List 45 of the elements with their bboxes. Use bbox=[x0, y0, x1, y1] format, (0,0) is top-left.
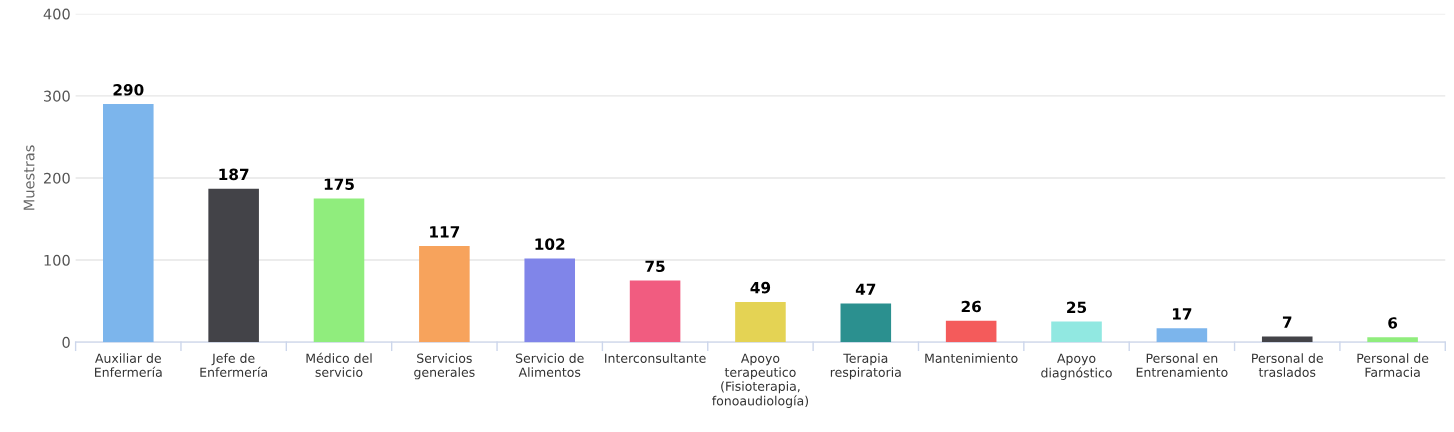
x-tick-label: Terapia respiratoria bbox=[830, 353, 901, 380]
bar bbox=[419, 246, 470, 343]
data-label: 290 bbox=[113, 84, 144, 96]
x-tick-label: Apoyo terapeutico (Fisioterapia, fonoaudiología) bbox=[712, 353, 809, 408]
y-axis-title: Muestras bbox=[23, 145, 35, 210]
y-tick-label: 300 bbox=[44, 90, 70, 102]
bar bbox=[735, 301, 786, 343]
y-tick-label: 100 bbox=[44, 254, 70, 266]
x-tick-label: Mantenimiento bbox=[925, 353, 1018, 363]
y-tick-label: 400 bbox=[43, 8, 70, 20]
y-tick-label: 200 bbox=[43, 172, 70, 184]
y-tick-label: 0 bbox=[62, 336, 70, 348]
bar bbox=[1156, 328, 1208, 343]
data-label: 26 bbox=[961, 300, 981, 313]
bar bbox=[208, 188, 259, 343]
x-tick-label: Personal de traslados bbox=[1252, 353, 1323, 377]
x-tick-label: Auxiliar de Enfermería bbox=[95, 353, 162, 377]
bar bbox=[313, 198, 365, 343]
data-label: 102 bbox=[535, 238, 565, 250]
x-tick-label: Médico del servicio bbox=[306, 352, 372, 377]
bar bbox=[945, 320, 997, 343]
data-label: 7 bbox=[1282, 316, 1292, 328]
bar bbox=[1261, 336, 1313, 343]
data-label: 49 bbox=[750, 281, 771, 294]
data-label: 17 bbox=[1172, 308, 1192, 320]
x-tick-label: Servicios generales bbox=[414, 353, 475, 380]
bar bbox=[1051, 321, 1102, 343]
x-tick-label: Jefe de Enfermería bbox=[200, 353, 267, 377]
x-tick-label: Personal en Entrenamiento bbox=[1136, 353, 1228, 377]
bar bbox=[840, 303, 892, 343]
data-label: 6 bbox=[1388, 317, 1398, 329]
bar bbox=[1367, 337, 1418, 343]
bar bbox=[524, 258, 576, 343]
data-label: 25 bbox=[1067, 301, 1087, 314]
data-label: 187 bbox=[219, 168, 249, 181]
x-tick-label: Servicio de Alimentos bbox=[515, 353, 584, 377]
data-label: 75 bbox=[645, 260, 665, 273]
x-tick-label: Personal de Farmacia bbox=[1357, 353, 1429, 377]
data-label: 117 bbox=[430, 226, 460, 238]
x-tick-label: Interconsultante bbox=[605, 353, 706, 363]
bar bbox=[629, 280, 681, 343]
x-tick-label: Apoyo diagnóstico bbox=[1041, 353, 1112, 380]
data-label: 175 bbox=[324, 178, 354, 190]
bar bbox=[103, 104, 154, 343]
data-label: 47 bbox=[855, 283, 876, 295]
